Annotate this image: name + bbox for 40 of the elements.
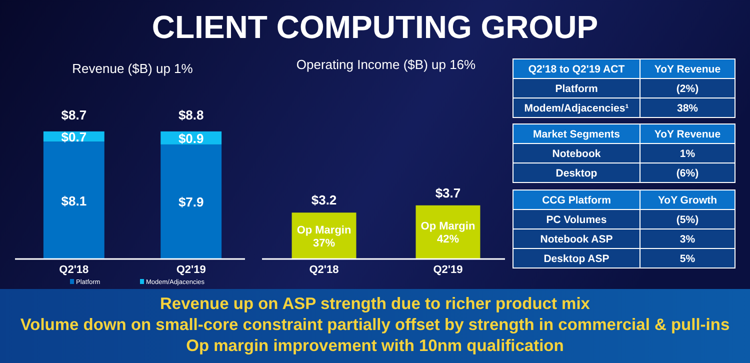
chart-title: Operating Income ($B) up 16% [296,57,476,72]
text: Notebook ASP [540,234,613,246]
text: Modem/Adjacencies¹ [524,102,630,114]
text: YoY Revenue [654,128,721,140]
x-tick-label: Q2'18 [59,264,89,276]
x-tick-label: Q2'19 [433,264,463,276]
total-label: $8.8 [178,107,204,122]
text: Volume down on small-core constraint partially offset by strength in commercial & pull-ins [20,316,730,334]
chart-subtitle: Revenue ($B) up 1% [72,61,194,76]
text: 3% [680,234,696,246]
text: Platform [555,83,598,95]
text: Market Segments [533,128,620,140]
total-label: $8.7 [61,107,87,122]
text: YoY Growth [658,194,718,206]
text: (2%) [676,83,699,95]
text: Op margin improvement with 10nm qualification [186,337,564,355]
text: Notebook [552,148,601,160]
data-label: $0.9 [178,130,204,146]
annotation: Op Margin 37% [296,224,352,250]
text: CLIENT COMPUTING GROUP [152,9,598,45]
text: (5%) [676,214,699,226]
data-label: $3.7 [435,185,461,200]
text: 1% [680,148,696,160]
text: Q2'18 to Q2'19 ACT [528,64,626,76]
text: 5% [680,253,696,265]
text: Desktop ASP [544,253,610,265]
data-label: $8.1 [61,193,87,208]
text: PC Volumes [546,214,607,226]
data-label: $0.7 [61,129,87,144]
text: Desktop [556,168,598,180]
text: CCG Platform [542,194,611,206]
annotation: Op Margin 42% [420,220,476,246]
text: 38% [676,102,699,114]
data-label: $3.2 [311,192,337,208]
data-label: $7.9 [178,194,204,210]
text: YoY Revenue [654,64,721,76]
x-tick-label: Q2'19 [176,264,206,276]
x-tick-label: Q2'18 [309,264,339,276]
text: Revenue up on ASP strength due to richer product mix [160,295,591,313]
text: (6%) [676,168,699,180]
